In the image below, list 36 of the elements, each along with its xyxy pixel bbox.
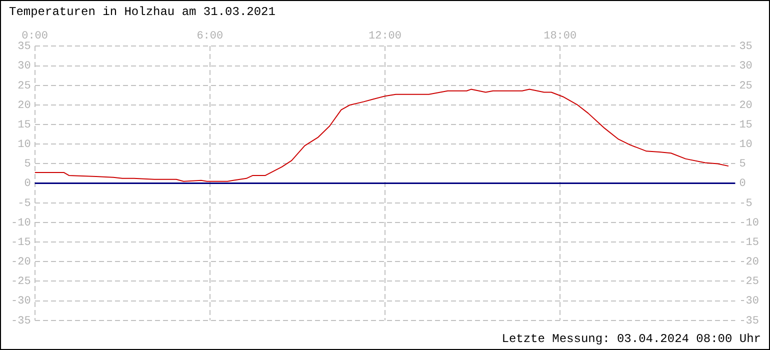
y2-tick-label: 30 [739,60,752,73]
x-tick-label: 0:00 [22,30,48,43]
y2-tick-label: -5 [739,198,752,210]
y-tick-label: 5 [24,158,31,171]
y-tick-label: 15 [18,119,31,132]
y-tick-label: -30 [10,296,31,308]
x-tick-label: 18:00 [544,30,577,43]
y-tick-label: -20 [10,256,31,269]
y2-tick-label: 0 [739,178,746,190]
y2-tick-label: 5 [739,158,746,171]
y-tick-label: 10 [18,139,31,152]
y-tick-label: 25 [18,80,31,92]
y2-tick-label: 10 [739,139,752,152]
y2-tick-label: 20 [739,100,752,112]
chart-title: Temperaturen in Holzhau am 31.03.2021 [9,5,276,19]
y-tick-label: -35 [10,315,31,328]
y-tick-label: 35 [18,41,31,54]
text: Letzte Messung: 03.04.2024 08:00 Uhr [502,332,761,346]
x-tick-label: 6:00 [196,30,224,43]
y-tick-label: -5 [18,198,31,210]
y2-tick-label: -25 [739,276,760,288]
y-tick-label: 20 [18,100,31,112]
y2-tick-label: 15 [739,119,752,132]
y2-tick-label: 35 [739,41,752,54]
x-tick-label: 12:00 [368,30,402,43]
y2-tick-label: -30 [739,296,760,308]
y2-tick-label: -10 [739,217,760,230]
y-tick-label: 0 [24,178,31,190]
y2-tick-label: -20 [739,256,760,269]
y2-tick-label: 25 [739,80,752,92]
y2-tick-label: -35 [739,315,760,328]
y-tick-label: -15 [10,236,31,249]
y-tick-label: -25 [10,276,31,288]
y2-tick-label: -15 [739,236,760,249]
y-tick-label: 30 [18,60,31,73]
y-tick-label: -10 [10,217,31,230]
